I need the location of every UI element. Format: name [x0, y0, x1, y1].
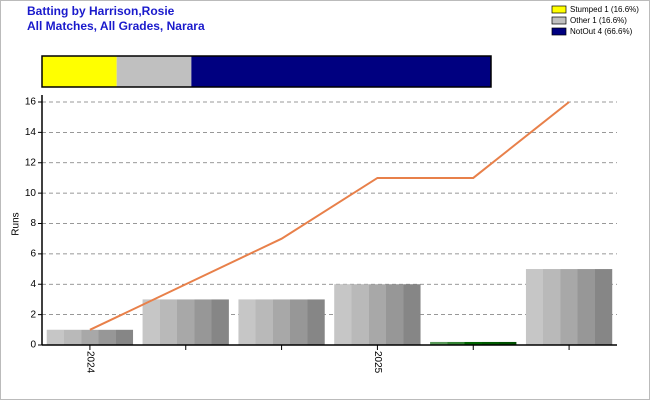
bar-shade: [430, 341, 517, 345]
legend-swatch: [551, 5, 567, 14]
y-tick-label: 14: [25, 127, 37, 138]
bar-shade: [46, 329, 134, 345]
y-tick-label: 0: [30, 340, 36, 351]
bar-shade: [142, 299, 229, 345]
stack-segment: [191, 56, 491, 87]
y-axis-label: Runs: [11, 212, 22, 235]
y-tick-label: 12: [25, 157, 37, 168]
legend-label: NotOut 4 (66.6%): [570, 27, 633, 36]
bar-shade: [334, 284, 421, 345]
legend-swatch: [551, 16, 567, 25]
stack-border: [41, 55, 492, 88]
legend-swatch: [551, 27, 567, 36]
y-tick-label: 2: [30, 309, 36, 320]
bar-shade: [238, 299, 325, 345]
y-tick-label: 6: [30, 249, 36, 260]
y-tick-label: 16: [25, 97, 37, 108]
legend-label: Stumped 1 (16.6%): [570, 5, 639, 14]
chart-title: Batting by Harrison,Rosie: [27, 4, 175, 18]
stack-segment: [42, 56, 117, 87]
x-tick-label: 2025: [372, 351, 383, 374]
legend-label: Other 1 (16.6%): [570, 16, 627, 25]
chart-subtitle: All Matches, All Grades, Narara: [27, 19, 205, 33]
line: [89, 101, 570, 331]
bar-shade: [525, 269, 613, 345]
stack-segment: [116, 56, 192, 87]
y-tick-label: 4: [30, 279, 36, 290]
y-tick-label: 10: [25, 188, 37, 199]
x-tick-label: 2024: [84, 351, 95, 374]
y-tick-label: 8: [30, 218, 36, 229]
